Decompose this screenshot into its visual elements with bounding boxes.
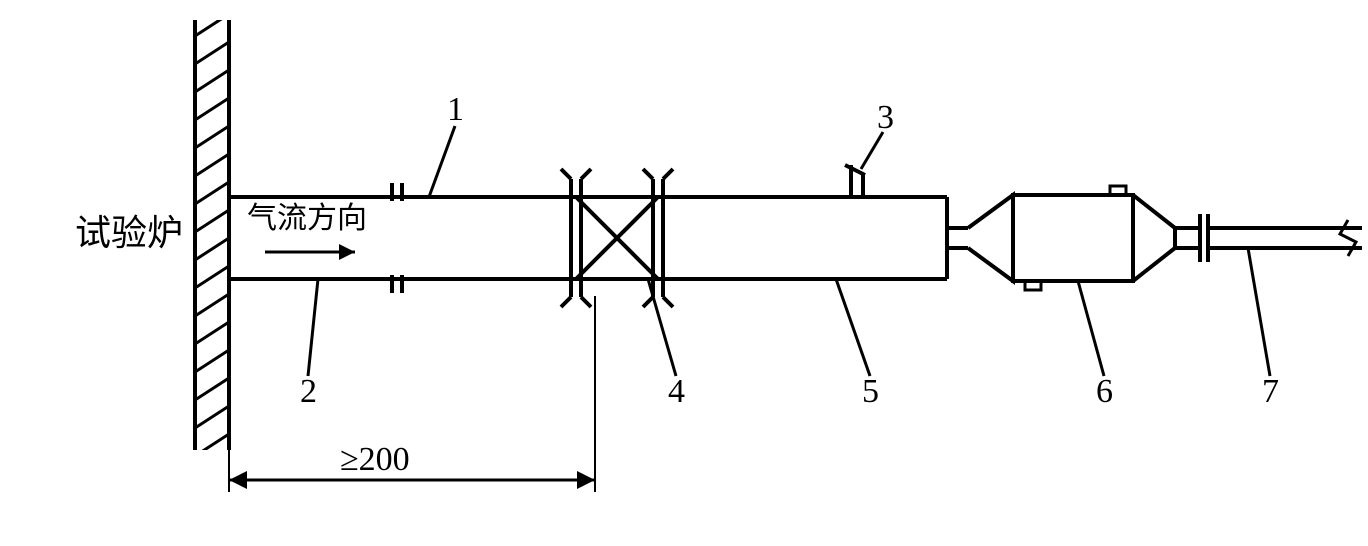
leader-6 xyxy=(1078,281,1104,376)
break-symbol xyxy=(1340,220,1356,256)
callout-2: 2 xyxy=(300,373,317,410)
leader-7 xyxy=(1248,248,1270,376)
damper xyxy=(561,169,673,307)
callout-3: 3 xyxy=(877,99,894,136)
leader-1 xyxy=(429,126,455,197)
dimension-200 xyxy=(229,296,595,492)
furnace-label: 试验炉 xyxy=(75,213,183,253)
callout-7: 7 xyxy=(1262,373,1279,410)
flange-2 xyxy=(1200,214,1208,262)
fan xyxy=(968,186,1175,290)
leader-2 xyxy=(308,279,318,376)
flow-direction-label: 气流方向 xyxy=(247,202,367,235)
callout-5: 5 xyxy=(862,373,879,410)
wall-hatch xyxy=(195,0,229,484)
dimension-text: ≥200 xyxy=(340,441,410,478)
callout-4: 4 xyxy=(668,373,685,410)
exhaust-pipe xyxy=(1210,220,1362,256)
leader-5 xyxy=(836,279,870,376)
port-3 xyxy=(845,132,883,197)
callout-6: 6 xyxy=(1096,373,1113,410)
callout-1: 1 xyxy=(447,91,464,128)
neck-right xyxy=(1175,228,1200,248)
flange-1 xyxy=(392,183,402,293)
neck-left xyxy=(947,228,968,248)
wall xyxy=(195,20,229,450)
